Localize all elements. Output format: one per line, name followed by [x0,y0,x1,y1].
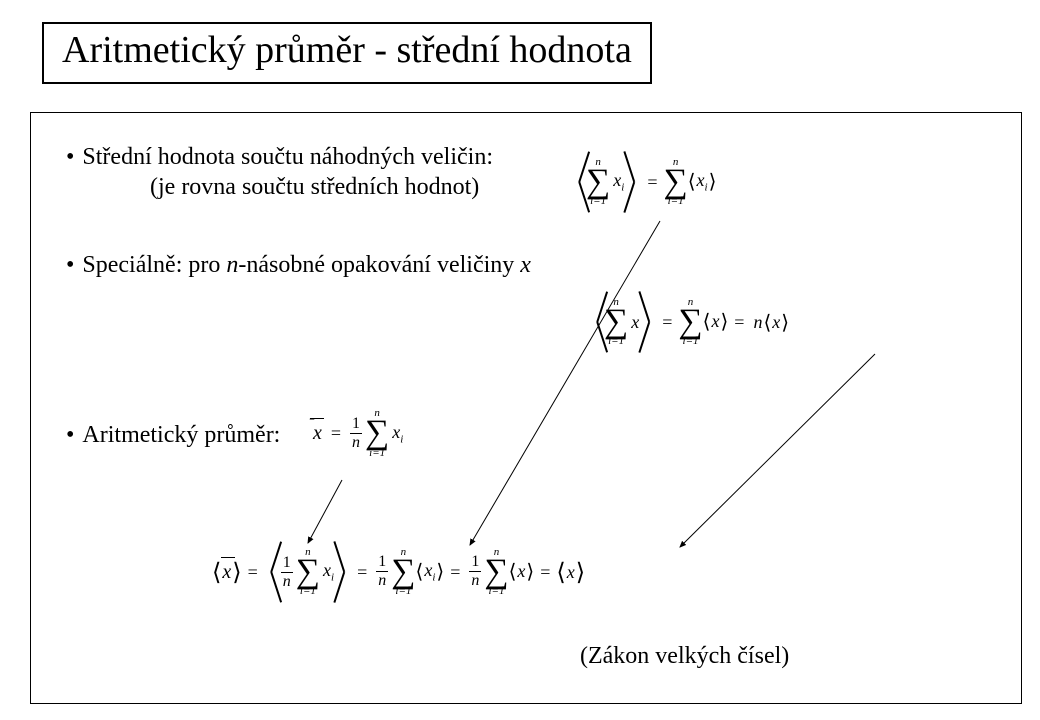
bullet-2-text: Speciálně: pro n-násobné opakování velič… [82,252,531,279]
bullet-2-pre: Speciálně: pro [82,252,226,278]
bullet-2: • Speciálně: pro n-násobné opakování vel… [66,252,531,279]
page-title: Aritmetický průměr - střední hodnota [62,29,632,71]
bullet-1: • Střední hodnota součtu náhodných velič… [66,144,493,171]
bullet-2-n: n [226,252,238,278]
formula-1: n∑i=1 xi = n∑i=1 ⟨xi⟩ [572,150,716,214]
bullet-3-text: Aritmetický průměr: [82,422,280,449]
bullet-2-mid: -násobné opakování veličiny [238,252,520,278]
final-note: (Zákon velkých čísel) [580,643,789,670]
bullet-3: • Aritmetický průměr: [66,422,280,449]
bullet-1-text: Střední hodnota součtu náhodných veličin… [82,144,493,171]
title-box: Aritmetický průměr - střední hodnota [42,22,652,84]
formula-4: ⟨ x ⟩ = 1n n∑i=1 xi = 1n n∑i=1 ⟨xi⟩ = 1n… [212,540,585,604]
formula-3: x ̄ = 1n n∑i=1 xi [310,408,406,459]
bullet-dot: • [66,252,74,279]
bullet-dot: • [66,422,74,449]
bullet-1-subline: (je rovna součtu středních hodnot) [150,174,479,201]
formula-2: n∑i=1 x = n∑i=1 ⟨x⟩ = n ⟨x⟩ [590,290,789,354]
bullet-2-x: x [520,252,531,278]
bullet-dot: • [66,144,74,171]
